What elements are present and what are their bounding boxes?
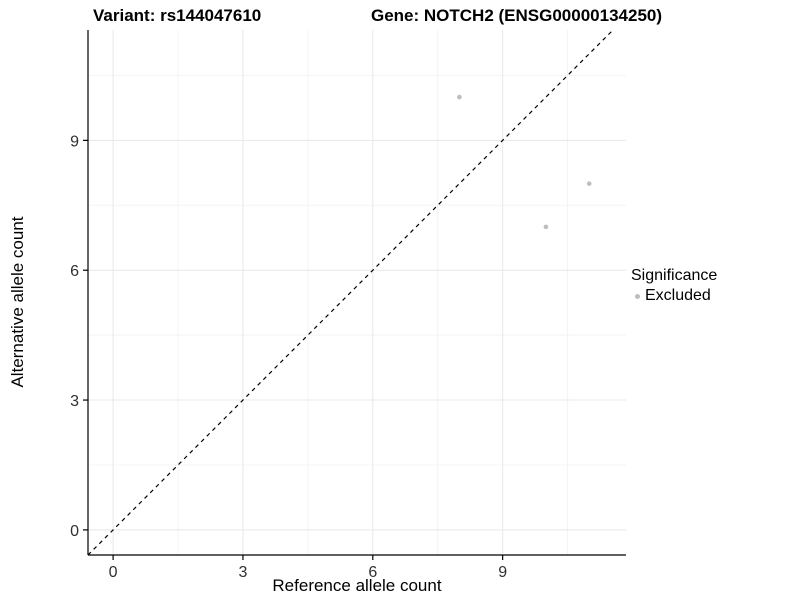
legend-point-icon (635, 293, 640, 299)
svg-text:6: 6 (368, 564, 377, 581)
svg-text:3: 3 (70, 393, 79, 410)
svg-text:9: 9 (498, 564, 507, 581)
y-axis-label: Alternative allele count (8, 216, 27, 388)
svg-text:0: 0 (70, 523, 79, 540)
svg-text:0: 0 (109, 564, 118, 581)
plot-title-variant: Variant: rs144047610 (93, 6, 262, 25)
legend-item-label: Excluded (645, 287, 711, 304)
legend-title: Significance (631, 267, 718, 284)
svg-text:3: 3 (238, 564, 247, 581)
plot-title-gene: Gene: NOTCH2 (ENSG00000134250) (371, 6, 663, 25)
svg-text:9: 9 (70, 133, 79, 150)
legend: Significance Excluded (631, 267, 717, 305)
x-axis-label: Reference allele count (272, 576, 442, 595)
legend-item-excluded: Excluded (631, 287, 717, 305)
svg-text:6: 6 (70, 263, 79, 280)
